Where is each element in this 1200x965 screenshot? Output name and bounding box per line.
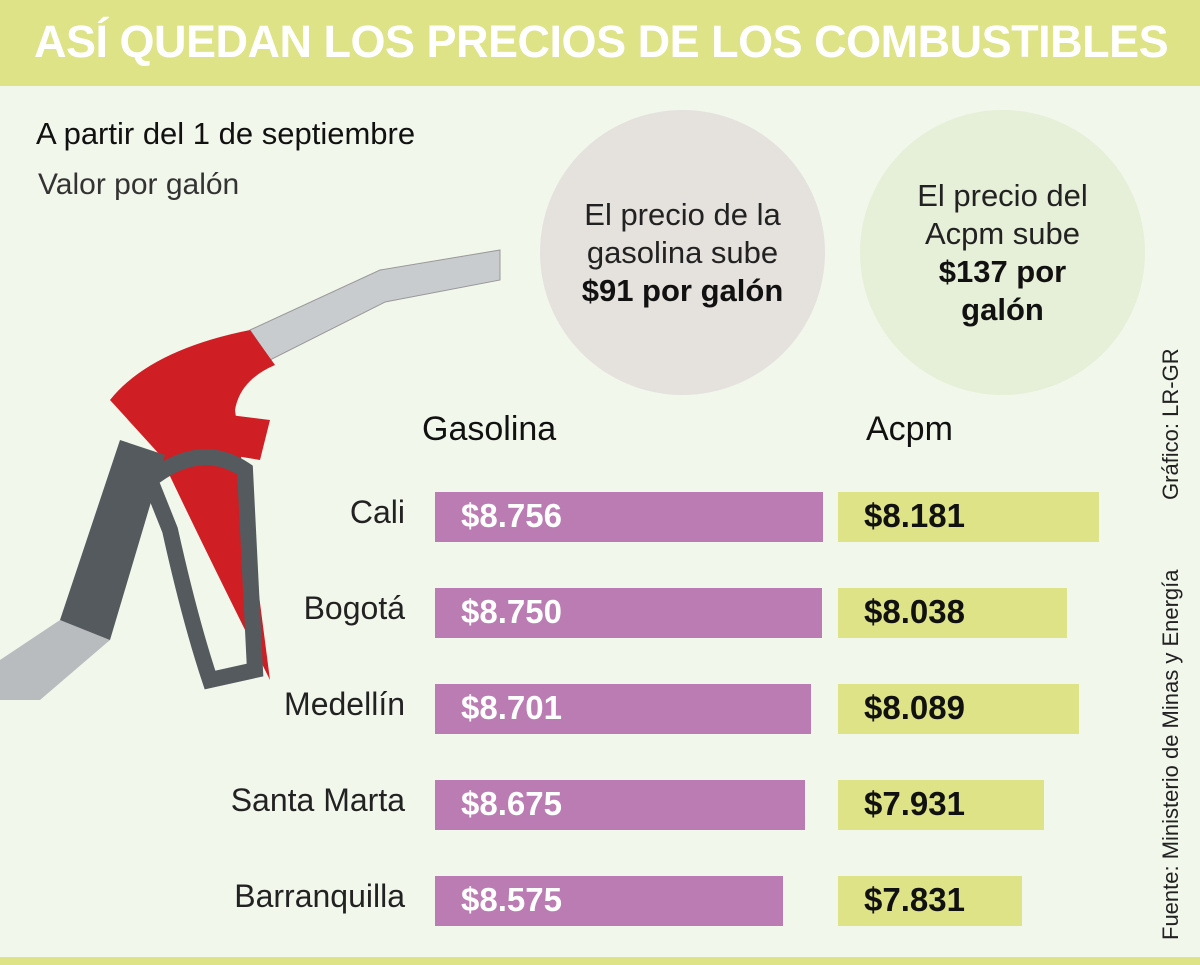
bar-value-label: $7.831 — [864, 881, 965, 918]
fuel-nozzle-illustration — [0, 249, 501, 700]
bar-value-label: $8.701 — [461, 689, 562, 726]
header-banner: ASÍ QUEDAN LOS PRECIOS DE LOS COMBUSTIBL… — [0, 0, 1200, 86]
city-label: Medellín — [284, 686, 405, 722]
footer-band — [0, 957, 1200, 965]
acpm-bar: $8.181 — [838, 492, 1099, 542]
bar-value-label: $8.038 — [864, 593, 965, 630]
callout-amount: galón — [961, 291, 1044, 327]
unit-label: Valor por galón — [38, 168, 240, 201]
acpm-bar: $7.931 — [838, 780, 1044, 830]
acpm-bar: $8.089 — [838, 684, 1079, 734]
acpm-increase-callout: El precio del Acpm sube $137 por galón — [860, 110, 1145, 395]
bar-value-label: $8.575 — [461, 881, 562, 918]
gasolina-bar: $8.701 — [435, 684, 811, 734]
callout-amount: $137 por — [938, 253, 1067, 289]
page-title: ASÍ QUEDAN LOS PRECIOS DE LOS COMBUSTIBL… — [34, 16, 1169, 67]
callout-line: Acpm sube — [924, 215, 1081, 251]
bar-value-label: $8.181 — [864, 497, 965, 534]
gasolina-bar: $8.756 — [435, 492, 824, 542]
bar-value-label: $8.750 — [461, 593, 562, 630]
column-header-gasolina: Gasolina — [422, 410, 557, 448]
column-header-acpm: Acpm — [866, 410, 953, 448]
city-label: Cali — [349, 494, 405, 530]
callout-line: El precio de la — [584, 196, 781, 232]
bar-value-label: $8.756 — [461, 497, 562, 534]
subtitle: A partir del 1 de septiembre — [36, 116, 416, 151]
source: Fuente: Ministerio de Minas y Energía — [1158, 569, 1183, 940]
gasolina-bar: $8.750 — [435, 588, 822, 638]
city-label: Santa Marta — [230, 782, 405, 818]
callout-line: El precio del — [917, 177, 1088, 213]
bar-value-label: $8.089 — [864, 689, 965, 726]
callout-line: gasolina sube — [586, 234, 779, 270]
acpm-bar: $8.038 — [838, 588, 1068, 638]
bar-value-label: $8.675 — [461, 785, 562, 822]
gasoline-increase-callout: El precio de la gasolina sube $91 por ga… — [540, 110, 825, 395]
credit: Gráfico: LR-GR — [1158, 348, 1183, 500]
acpm-bar: $7.831 — [838, 876, 1022, 926]
bar-value-label: $7.931 — [864, 785, 965, 822]
gasolina-bar: $8.575 — [435, 876, 784, 926]
city-label: Barranquilla — [234, 878, 405, 914]
gasolina-bar: $8.675 — [435, 780, 806, 830]
city-label: Bogotá — [303, 590, 405, 626]
callout-amount: $91 por galón — [581, 272, 784, 308]
